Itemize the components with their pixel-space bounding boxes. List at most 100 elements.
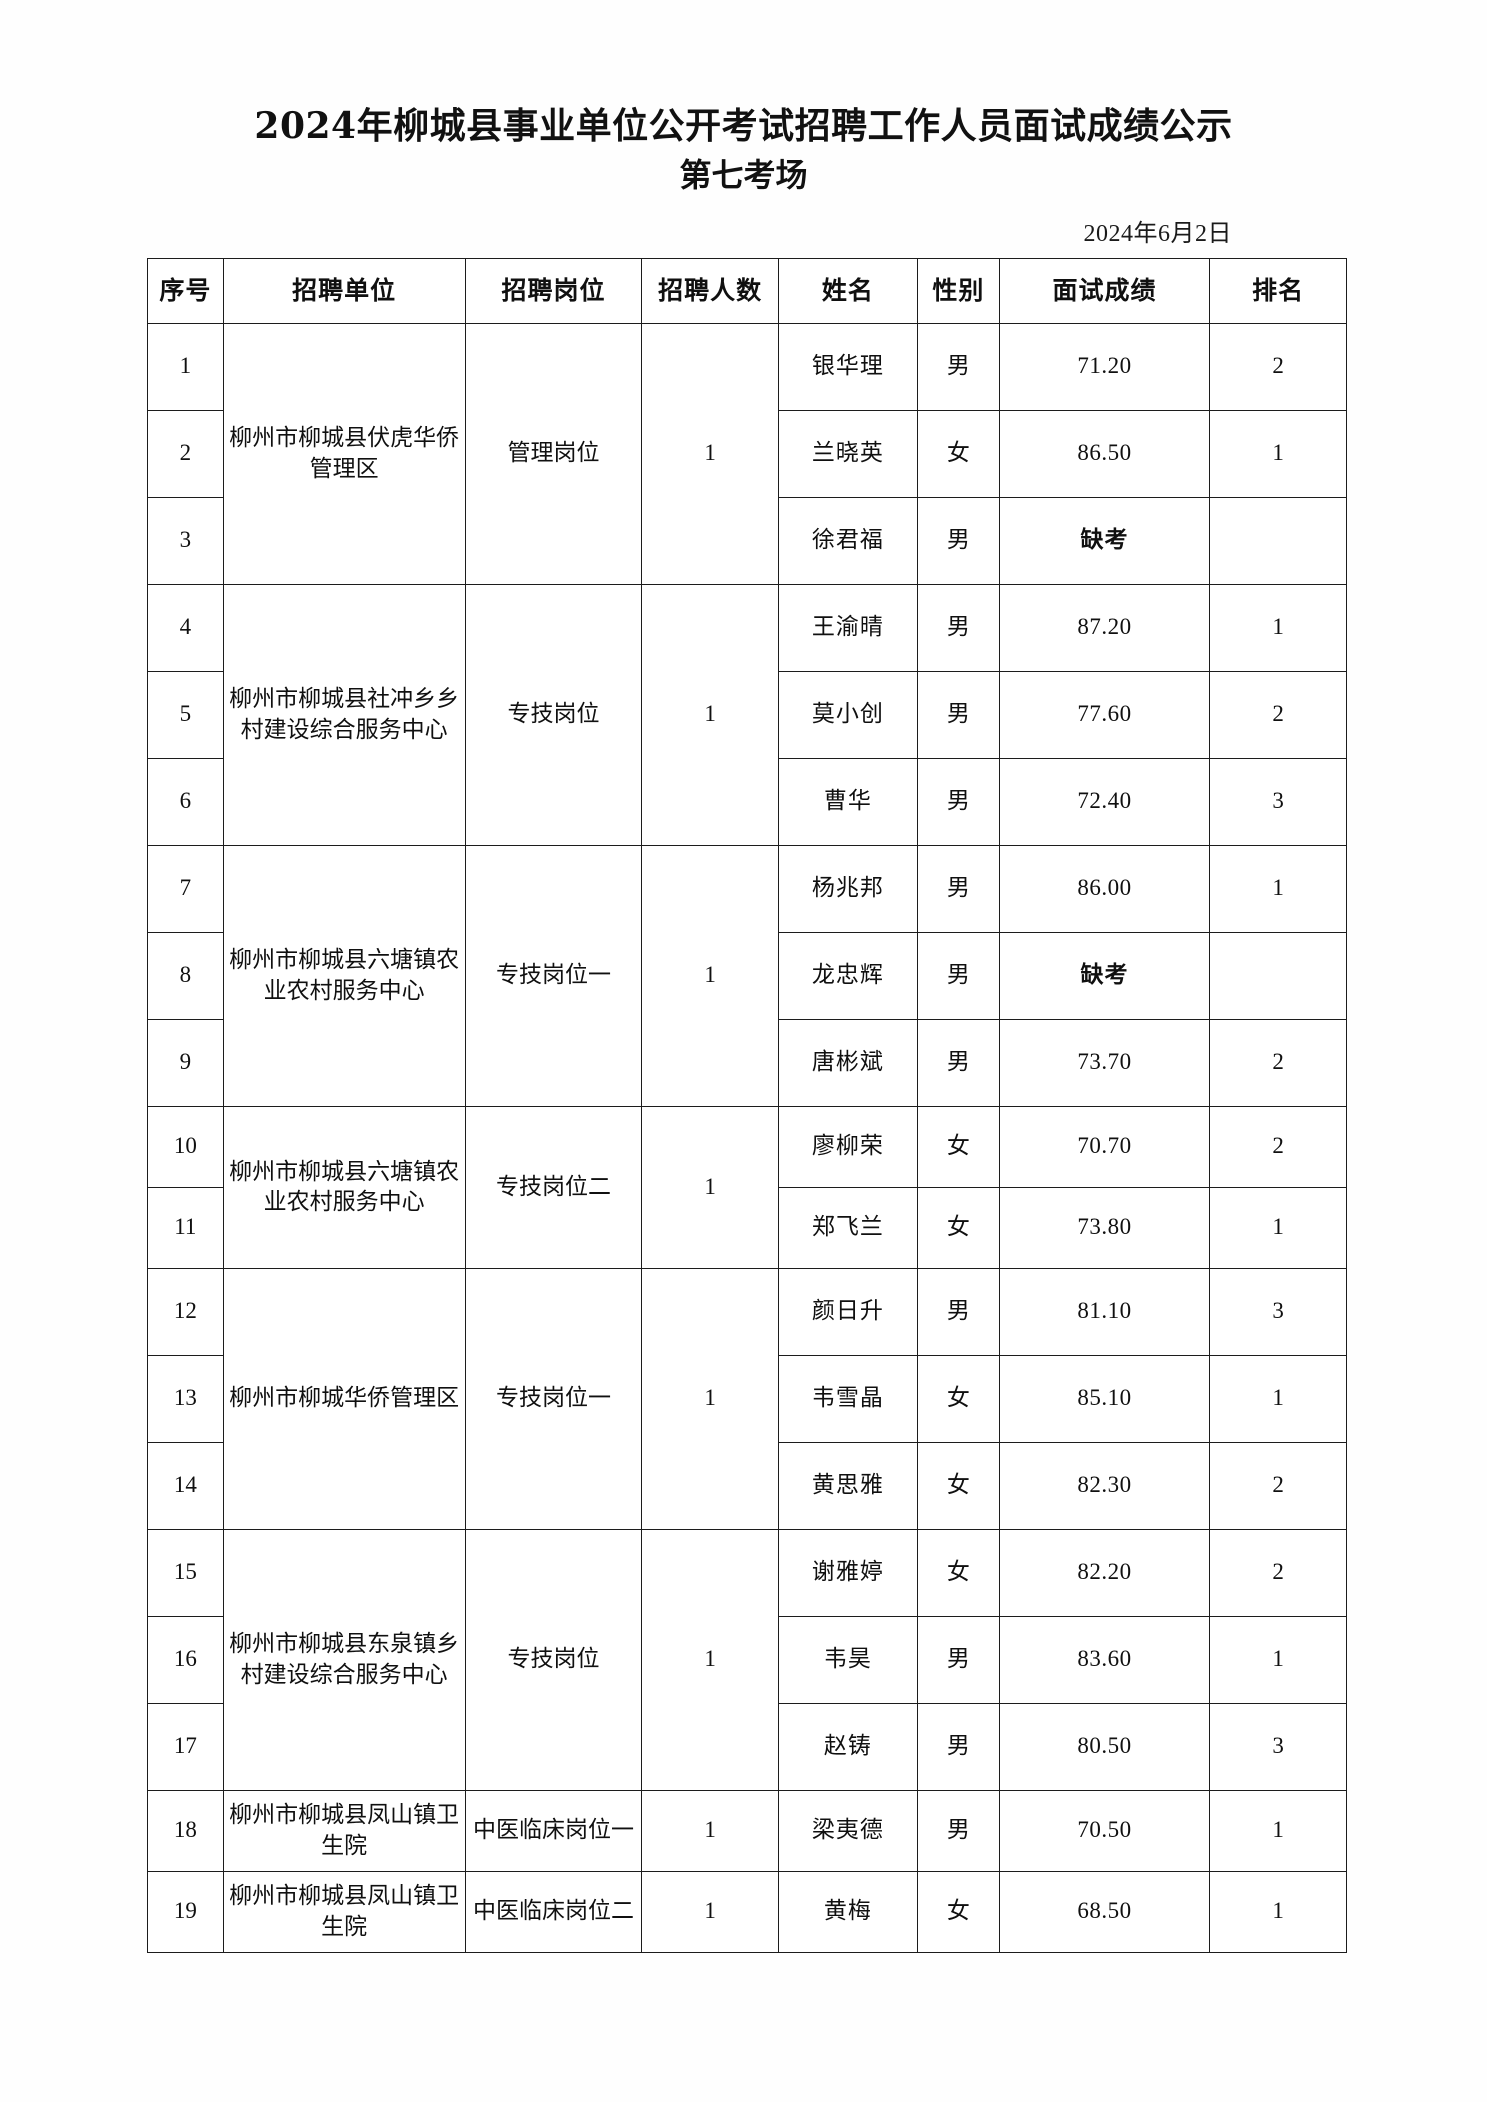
- cell-index: 16: [147, 1615, 224, 1704]
- cell-name: 廖柳荣: [778, 1105, 918, 1188]
- table-row: 6 曹华男 72.40 3: [147, 757, 1347, 846]
- cell-index: 1: [147, 322, 224, 411]
- interview-score-table: 序号 招聘单位 招聘岗位 招聘人数 姓名 性别 面试成绩 排名 1 柳州市柳城县伏…: [147, 257, 1347, 1953]
- cell-index: 14: [147, 1441, 224, 1530]
- cell-score: 80.50: [998, 1702, 1211, 1791]
- cell-score: 86.50: [998, 409, 1211, 498]
- table-row: 5 莫小创男 77.60 2: [147, 670, 1347, 759]
- cell-name: 兰晓英: [778, 409, 918, 498]
- cell-sex: 女: [916, 409, 1000, 498]
- cell-rank: 2: [1209, 322, 1347, 411]
- page-subtitle: 第七考场: [679, 156, 808, 194]
- cell-sex: 男: [916, 1018, 1000, 1107]
- cell-name: 唐彬斌: [778, 1018, 918, 1107]
- cell-index: 18: [147, 1789, 224, 1872]
- cell-index: 3: [147, 496, 224, 585]
- cell-sex: 男: [916, 1702, 1000, 1791]
- cell-score: 81.10: [998, 1267, 1211, 1356]
- cell-post: 专技岗位: [464, 1528, 643, 1791]
- cell-rank: 2: [1209, 1018, 1347, 1107]
- cell-rank: 3: [1209, 1702, 1347, 1791]
- cell-sex: 男: [916, 931, 1000, 1020]
- cell-score: 83.60: [998, 1615, 1211, 1704]
- table-row: 3 徐君福男缺考: [147, 496, 1347, 585]
- cell-sex: 男: [916, 1267, 1000, 1356]
- cell-name: 颜日升: [778, 1267, 918, 1356]
- cell-post: 中医临床岗位二: [464, 1870, 643, 1953]
- cell-count: 1: [641, 322, 780, 585]
- table-row: 10 柳州市柳城县六塘镇农业农村服务中心 专技岗位二 1 廖柳荣女 70.70 2: [147, 1105, 1347, 1269]
- cell-sex: 男: [916, 1615, 1000, 1704]
- table-header: 序号 招聘单位 招聘岗位 招聘人数 姓名 性别 面试成绩 排名: [147, 257, 1347, 324]
- cell-rank: 1: [1209, 583, 1347, 672]
- page-title: 2024年柳城县事业单位公开考试招聘工作人员面试成绩公示: [254, 105, 1233, 147]
- table-row: 2 兰晓英女 86.50 1: [147, 409, 1347, 498]
- cell-name: 杨兆邦: [778, 844, 918, 933]
- cell-index: 13: [147, 1354, 224, 1443]
- cell-sex: 男: [916, 844, 1000, 933]
- cell-rank: 2: [1209, 1441, 1347, 1530]
- cell-count: 1: [641, 583, 780, 846]
- header-row: 序号 招聘单位 招聘岗位 招聘人数 姓名 性别 面试成绩 排名: [147, 257, 1347, 324]
- cell-score: 86.00: [998, 844, 1211, 933]
- cell-name: 徐君福: [778, 496, 918, 585]
- cell-unit: 柳州市柳城县六塘镇农业农村服务中心: [222, 1105, 466, 1269]
- cell-name: 郑飞兰: [778, 1186, 918, 1269]
- column-header-name: 姓名: [778, 257, 918, 324]
- cell-name: 赵铸: [778, 1702, 918, 1791]
- cell-unit: 柳州市柳城县六塘镇农业农村服务中心: [222, 844, 466, 1107]
- cell-index: 12: [147, 1267, 224, 1356]
- cell-index: 7: [147, 844, 224, 933]
- cell-name: 王渝晴: [778, 583, 918, 672]
- table-body: 1 柳州市柳城县伏虎华侨管理区 管理岗位 1 银华理男 71.20 2 2 兰晓英女 86.50 1…: [147, 322, 1347, 1953]
- table-row: 15 柳州市柳城县东泉镇乡村建设综合服务中心 专技岗位 1 谢雅婷女 82.20 2: [147, 1528, 1347, 1791]
- cell-unit: 柳州市柳城县伏虎华侨管理区: [222, 322, 466, 585]
- cell-post: 专技岗位二: [464, 1105, 643, 1269]
- column-header-score: 面试成绩: [998, 257, 1211, 324]
- cell-name: 龙忠辉: [778, 931, 918, 1020]
- title-block: 2024年柳城县事业单位公开考试招聘工作人员面试成绩公示 第七考场: [0, 0, 1487, 197]
- table-row: 9 唐彬斌男 73.70 2: [147, 1018, 1347, 1107]
- cell-index: 15: [147, 1528, 224, 1617]
- cell-sex: 男: [916, 1789, 1000, 1872]
- cell-score: 87.20: [998, 583, 1211, 672]
- cell-name: 梁夷德: [778, 1789, 918, 1872]
- table-row: 12 柳州市柳城华侨管理区 专技岗位一 1 颜日升男 81.10 3: [147, 1267, 1347, 1530]
- cell-sex: 女: [916, 1354, 1000, 1443]
- publish-date: 2024年6月2日: [1083, 220, 1232, 247]
- cell-count: 1: [641, 1870, 780, 1953]
- cell-rank: 1: [1209, 1354, 1347, 1443]
- cell-count: 1: [641, 844, 780, 1107]
- column-header-count: 招聘人数: [641, 257, 780, 324]
- cell-rank: 1: [1209, 1186, 1347, 1269]
- table-row: 14 黄思雅女 82.30 2: [147, 1441, 1347, 1530]
- cell-score: 77.60: [998, 670, 1211, 759]
- cell-unit: 柳州市柳城县凤山镇卫生院: [222, 1789, 466, 1872]
- cell-sex: 男: [916, 322, 1000, 411]
- cell-rank: 1: [1209, 409, 1347, 498]
- cell-rank: 1: [1209, 1789, 1347, 1872]
- cell-unit: 柳州市柳城县社冲乡乡村建设综合服务中心: [222, 583, 466, 846]
- table-row: 1 柳州市柳城县伏虎华侨管理区 管理岗位 1 银华理男 71.20 2: [147, 322, 1347, 585]
- cell-unit: 柳州市柳城县东泉镇乡村建设综合服务中心: [222, 1528, 466, 1791]
- cell-score: 70.70: [998, 1105, 1211, 1188]
- cell-name: 韦昊: [778, 1615, 918, 1704]
- cell-score: 缺考: [998, 931, 1211, 1020]
- cell-post: 专技岗位: [464, 583, 643, 846]
- cell-index: 17: [147, 1702, 224, 1791]
- cell-rank: [1209, 496, 1347, 585]
- cell-score: 缺考: [998, 496, 1211, 585]
- cell-name: 莫小创: [778, 670, 918, 759]
- table-row: 13 韦雪晶女 85.10 1: [147, 1354, 1347, 1443]
- cell-name: 黄梅: [778, 1870, 918, 1953]
- cell-rank: 1: [1209, 1615, 1347, 1704]
- table-row: 8 龙忠辉男缺考: [147, 931, 1347, 1020]
- table-row: 16 韦昊男 83.60 1: [147, 1615, 1347, 1704]
- cell-sex: 男: [916, 670, 1000, 759]
- cell-post: 管理岗位: [464, 322, 643, 585]
- table-row: 17 赵铸男 80.50 3: [147, 1702, 1347, 1791]
- cell-sex: 女: [916, 1528, 1000, 1617]
- table-row: 11 郑飞兰女 73.80 1: [147, 1186, 1347, 1269]
- cell-index: 5: [147, 670, 224, 759]
- cell-index: 11: [147, 1186, 224, 1269]
